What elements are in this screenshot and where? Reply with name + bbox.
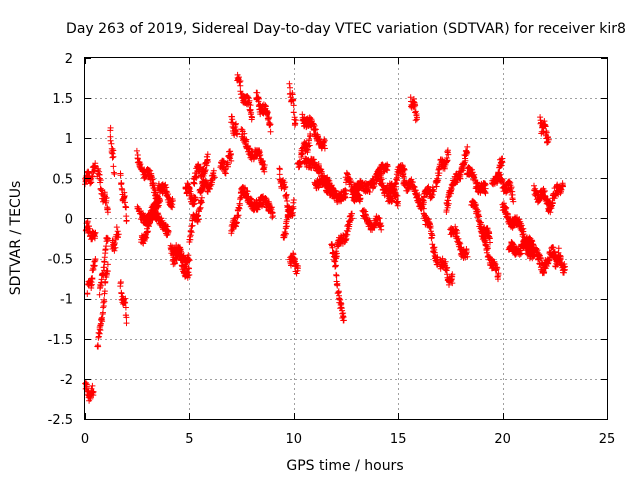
y-tick-label: 0 [65, 212, 73, 227]
y-tick-label: -0.5 [48, 253, 73, 268]
y-tick-label: 1 [65, 132, 73, 147]
x-tick-label: 15 [390, 432, 407, 447]
axis-ticks [85, 58, 608, 420]
x-tick-labels: 0 5 10 15 20 25 [81, 432, 615, 447]
y-tick-label: -1 [60, 293, 73, 308]
y-tick-label: -2 [60, 373, 73, 388]
chart-title: Day 263 of 2019, Sidereal Day-to-day VTE… [66, 21, 626, 37]
y-tick-label: 2 [65, 52, 73, 67]
x-tick-label: 5 [185, 432, 193, 447]
y-tick-label: 1.5 [52, 92, 73, 107]
x-tick-label: 25 [599, 432, 616, 447]
x-axis-title: GPS time / hours [286, 458, 403, 474]
data-points [82, 71, 568, 404]
plot-frame [84, 57, 608, 420]
x-tick-label: 10 [286, 432, 303, 447]
series-points [82, 71, 568, 404]
y-axis-title: SDTVAR / TECUs [8, 181, 24, 296]
y-tick-label: -1.5 [48, 333, 73, 348]
y-tick-labels: -2.5 -2 -1.5 -1 -0.5 0 0.5 1 1.5 2 [48, 52, 73, 428]
y-tick-label: 0.5 [52, 172, 73, 187]
grid [85, 58, 607, 419]
y-tick-label: -2.5 [48, 413, 73, 428]
x-tick-label: 20 [494, 432, 511, 447]
x-tick-label: 0 [81, 432, 89, 447]
